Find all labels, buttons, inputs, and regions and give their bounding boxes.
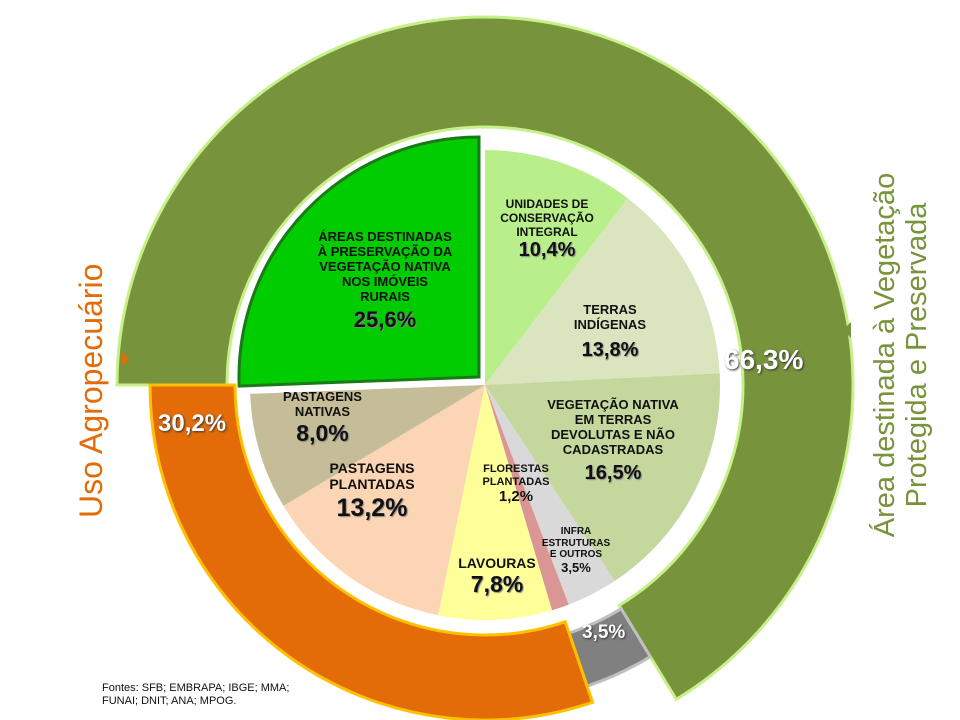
label-lavouras: LAVOURAS 7,8% <box>458 555 536 598</box>
slice-vegetacao-nativa-devolutas <box>485 373 720 582</box>
ring-segment-vegetacao-protegida <box>115 15 855 702</box>
ring-label-uso-agropecuario: 30,2% <box>158 410 227 437</box>
label-vegetacao-nativa-devolutas: VEGETAÇÃO NATIVA EM TERRAS DEVOLUTAS E N… <box>547 397 679 484</box>
slice-areas-preservacao-imoveis-rurais <box>237 135 481 388</box>
ring-label-vegetacao-protegida: 66,3% <box>724 344 804 375</box>
slice-unidades-conservacao <box>485 150 628 385</box>
slice-infraestruturas <box>485 385 615 605</box>
arrow-left-icon <box>122 352 129 366</box>
label-infraestruturas: INFRA ESTRUTURAS E OUTROS 3,5% <box>541 526 611 575</box>
slice-pastagens-plantadas <box>283 385 485 616</box>
side-label-uso-agropecuario: Uso Agropecuário <box>73 263 109 518</box>
slice-lavouras <box>438 385 552 620</box>
side-label-vegetacao-protegida: Área destinada à Vegetação Protegida e P… <box>869 172 933 538</box>
slice-florestas-plantadas <box>485 385 569 611</box>
slice-terras-indigenas <box>485 198 720 385</box>
label-pastagens-plantadas: PASTAGENS PLANTADAS 13,2% <box>329 460 415 523</box>
label-florestas-plantadas: FLORESTAS PLANTADAS 1,2% <box>482 463 550 506</box>
label-pastagens-nativas: PASTAGENS NATIVAS 8,0% <box>283 389 362 446</box>
arrow-right-icon <box>843 322 851 338</box>
source-note: Fontes: SFB; EMBRAPA; IBGE; MMA; FUNAI; … <box>102 682 290 708</box>
ring-label-outros: 3,5% <box>582 622 626 643</box>
label-terras-indigenas: TERRAS INDÍGENAS 13,8% <box>573 302 647 361</box>
label-unidades-conservacao: UNIDADES DE CONSERVAÇÃO INTEGRAL 10,4% <box>500 197 594 262</box>
slice-pastagens-nativas <box>250 385 485 506</box>
label-areas-preservacao-imoveis-rurais: ÁREAS DESTINADAS À PRESERVAÇÃO DA VEGETA… <box>317 229 453 332</box>
ring-segment-uso-agropecuario <box>148 383 595 720</box>
